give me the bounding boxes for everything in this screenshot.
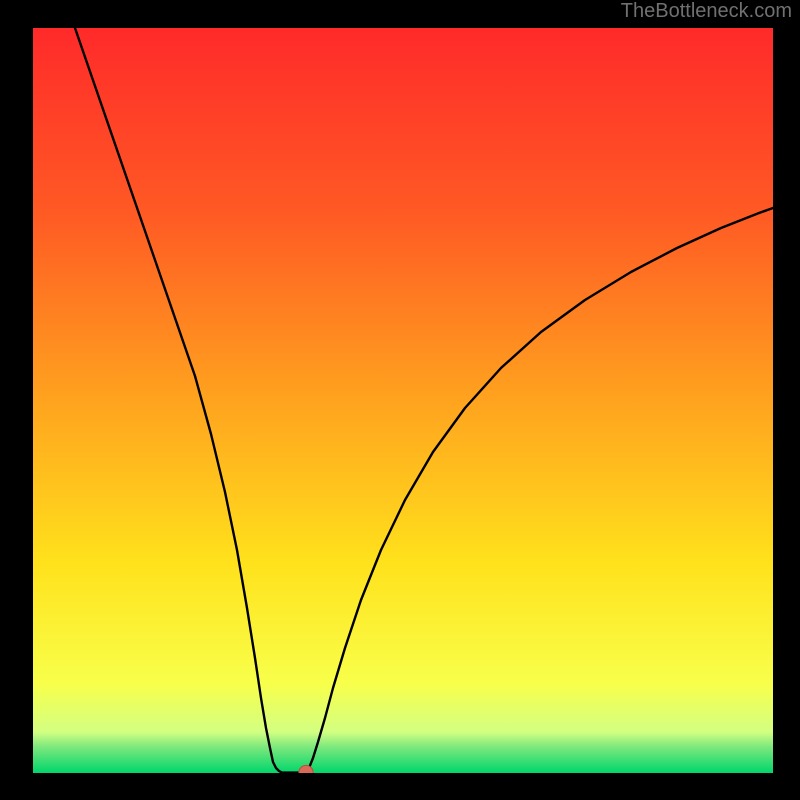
curve-svg <box>33 28 773 773</box>
chart-root: { "watermark": { "text": "TheBottleneck.… <box>0 0 800 800</box>
watermark: TheBottleneck.com <box>621 0 792 23</box>
bottleneck-curve <box>75 28 773 773</box>
optimum-marker <box>299 765 313 773</box>
plot-area <box>33 28 773 773</box>
